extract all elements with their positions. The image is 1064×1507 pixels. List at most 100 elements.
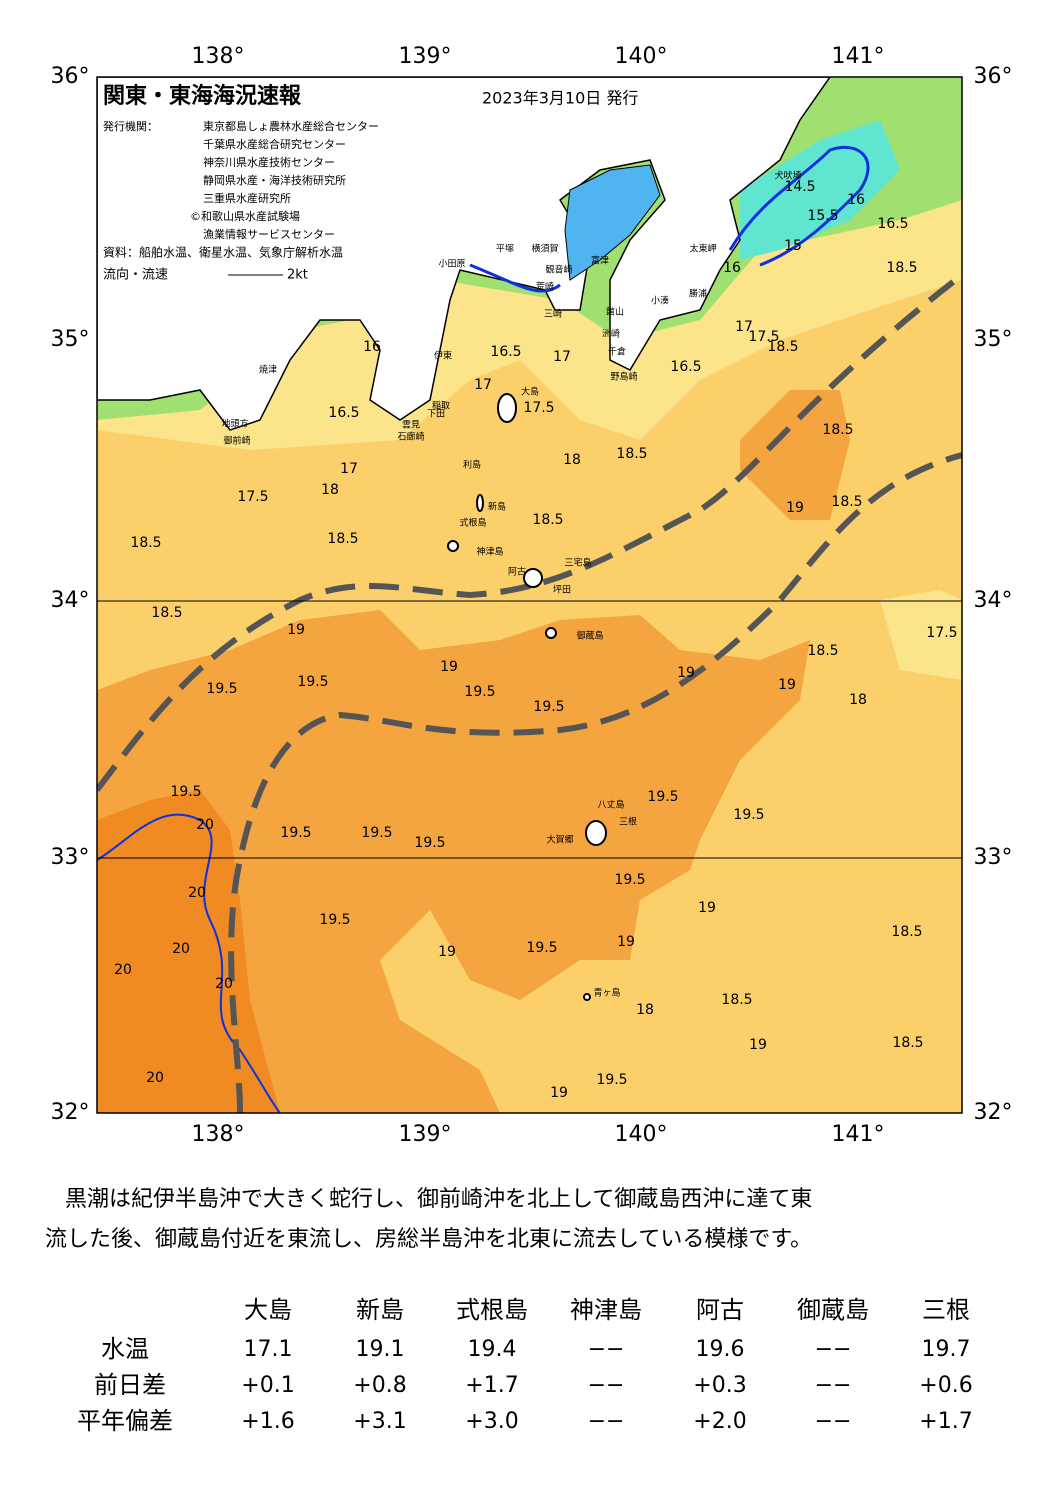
- contour-label: 17: [735, 319, 753, 335]
- table-cell: −−: [815, 1409, 852, 1434]
- place-name: 青ヶ島: [593, 987, 620, 999]
- contour-label: 20: [215, 976, 233, 992]
- warmest-water: [97, 790, 280, 1113]
- place-name: 三宅島: [564, 557, 591, 569]
- lon-label: 139°: [399, 1122, 452, 1147]
- contour-label: 18: [321, 482, 339, 498]
- issuer: 三重県水産研究所: [203, 191, 291, 205]
- issuer: 東京都島しょ農林水産総合センター: [203, 119, 379, 133]
- place-name: 荒崎: [536, 281, 554, 293]
- table-cell: −−: [815, 1337, 852, 1362]
- contour-label: 19: [440, 659, 458, 675]
- contour-label: 19.5: [206, 681, 237, 697]
- contour-label: 19.5: [614, 872, 645, 888]
- issuer: 漁業情報サービスセンター: [203, 227, 335, 241]
- contour-label: 17: [553, 349, 571, 365]
- table-cell: +0.6: [919, 1373, 972, 1398]
- contour-label: 19: [550, 1085, 568, 1101]
- place-name: 犬吠埼: [774, 170, 801, 182]
- contour-label: 19.5: [733, 807, 764, 823]
- contour-label: 18: [636, 1002, 654, 1018]
- summary-line: 流した後、御蔵島付近を東流し、房総半島沖を北東に流去している模様です。: [45, 1227, 812, 1252]
- lat-label: 32°: [51, 1100, 90, 1125]
- place-name: 三崎: [544, 308, 562, 320]
- lat-label: 32°: [974, 1100, 1013, 1125]
- kuroshio-path: [228, 452, 962, 1113]
- place-name: 三根: [619, 816, 637, 828]
- table-cell: 19.7: [922, 1337, 971, 1362]
- lon-label: 140°: [615, 1122, 668, 1147]
- place-name: 洲崎: [602, 328, 620, 340]
- contour-label: 16: [363, 339, 381, 355]
- contour-label: 20: [146, 1070, 164, 1086]
- place-name: 新島: [488, 501, 506, 513]
- table-cell: +1.7: [465, 1373, 518, 1398]
- contour-label: 19.5: [464, 684, 495, 700]
- row-label: 水温: [101, 1335, 149, 1363]
- contour-label: 19.5: [647, 789, 678, 805]
- land: [97, 77, 831, 431]
- place-name: 稲取: [432, 400, 450, 412]
- current-scale: 2kt: [287, 268, 308, 283]
- place-name: 坪田: [553, 585, 571, 596]
- place-name: 利島: [463, 459, 481, 471]
- summary-line: 黒潮は紀伊半島沖で大きく蛇行し、御前崎沖を北上して御蔵島西沖に達て東: [65, 1187, 812, 1212]
- contour-label: 20: [114, 962, 132, 978]
- contour-label: 19.5: [170, 784, 201, 800]
- contour-label: 14.5: [784, 179, 815, 195]
- contour-label: 19.5: [280, 825, 311, 841]
- place-name: 八丈島: [597, 799, 624, 811]
- table-cell: +0.3: [693, 1373, 746, 1398]
- contour-label: 19: [438, 944, 456, 960]
- contour-label: 19: [749, 1037, 767, 1053]
- contour-label: 18.5: [151, 605, 182, 621]
- contour-label: 16: [847, 192, 865, 208]
- warm-water: [97, 610, 810, 1113]
- contour-label: 19.5: [596, 1072, 627, 1088]
- place-name: 阿古: [508, 566, 526, 578]
- place-name: 石廊崎: [397, 431, 424, 443]
- contour-label: 18.5: [721, 992, 752, 1008]
- contour-label: 19.5: [361, 825, 392, 841]
- contour-label: 18.5: [892, 1035, 923, 1051]
- current-label: 流向・流速: [103, 267, 168, 283]
- place-name: 平塚: [496, 244, 514, 255]
- lon-label: 139°: [399, 44, 452, 69]
- table-cell: +2.0: [693, 1409, 746, 1434]
- table-header: 式根島: [456, 1296, 528, 1324]
- contour-label: 19: [698, 900, 716, 916]
- title: 関東・東海海況速報: [103, 83, 302, 109]
- warm-water: [740, 390, 850, 520]
- isotherm: [97, 813, 281, 1113]
- table-header: 新島: [356, 1296, 404, 1324]
- contour-label: 18.5: [891, 924, 922, 940]
- tokyo-bay: [564, 164, 661, 281]
- table-cell: −−: [588, 1337, 625, 1362]
- contour-label: 18.5: [886, 260, 917, 276]
- contour-label: 17.5: [926, 625, 957, 641]
- contour-label: 18.5: [532, 512, 563, 528]
- contour-label: 15: [784, 238, 802, 254]
- contour-label: 18: [849, 692, 867, 708]
- isotherm: [469, 263, 561, 293]
- lat-label: 33°: [974, 845, 1013, 870]
- row-label: 前日差: [94, 1371, 166, 1399]
- contour-label: 19.5: [414, 835, 445, 851]
- lat-label: 34°: [51, 588, 90, 613]
- date: 2023年3月10日 発行: [482, 89, 638, 108]
- contour-label: 16.5: [670, 359, 701, 375]
- place-name: 神津島: [476, 546, 503, 558]
- place-name: 太東岬: [689, 243, 716, 255]
- table-header: 阿古: [696, 1296, 744, 1324]
- contour-label: 18.5: [327, 531, 358, 547]
- lon-label: 141°: [832, 1122, 885, 1147]
- table-cell: −−: [815, 1373, 852, 1398]
- place-name: 大島: [521, 386, 539, 398]
- contour-label: 19.5: [319, 912, 350, 928]
- contour-label: 17.5: [523, 400, 554, 416]
- table-cell: +3.0: [465, 1409, 518, 1434]
- contour-label: 17.5: [237, 489, 268, 505]
- contour-label: 19: [786, 500, 804, 516]
- table-cell: 19.4: [468, 1337, 517, 1362]
